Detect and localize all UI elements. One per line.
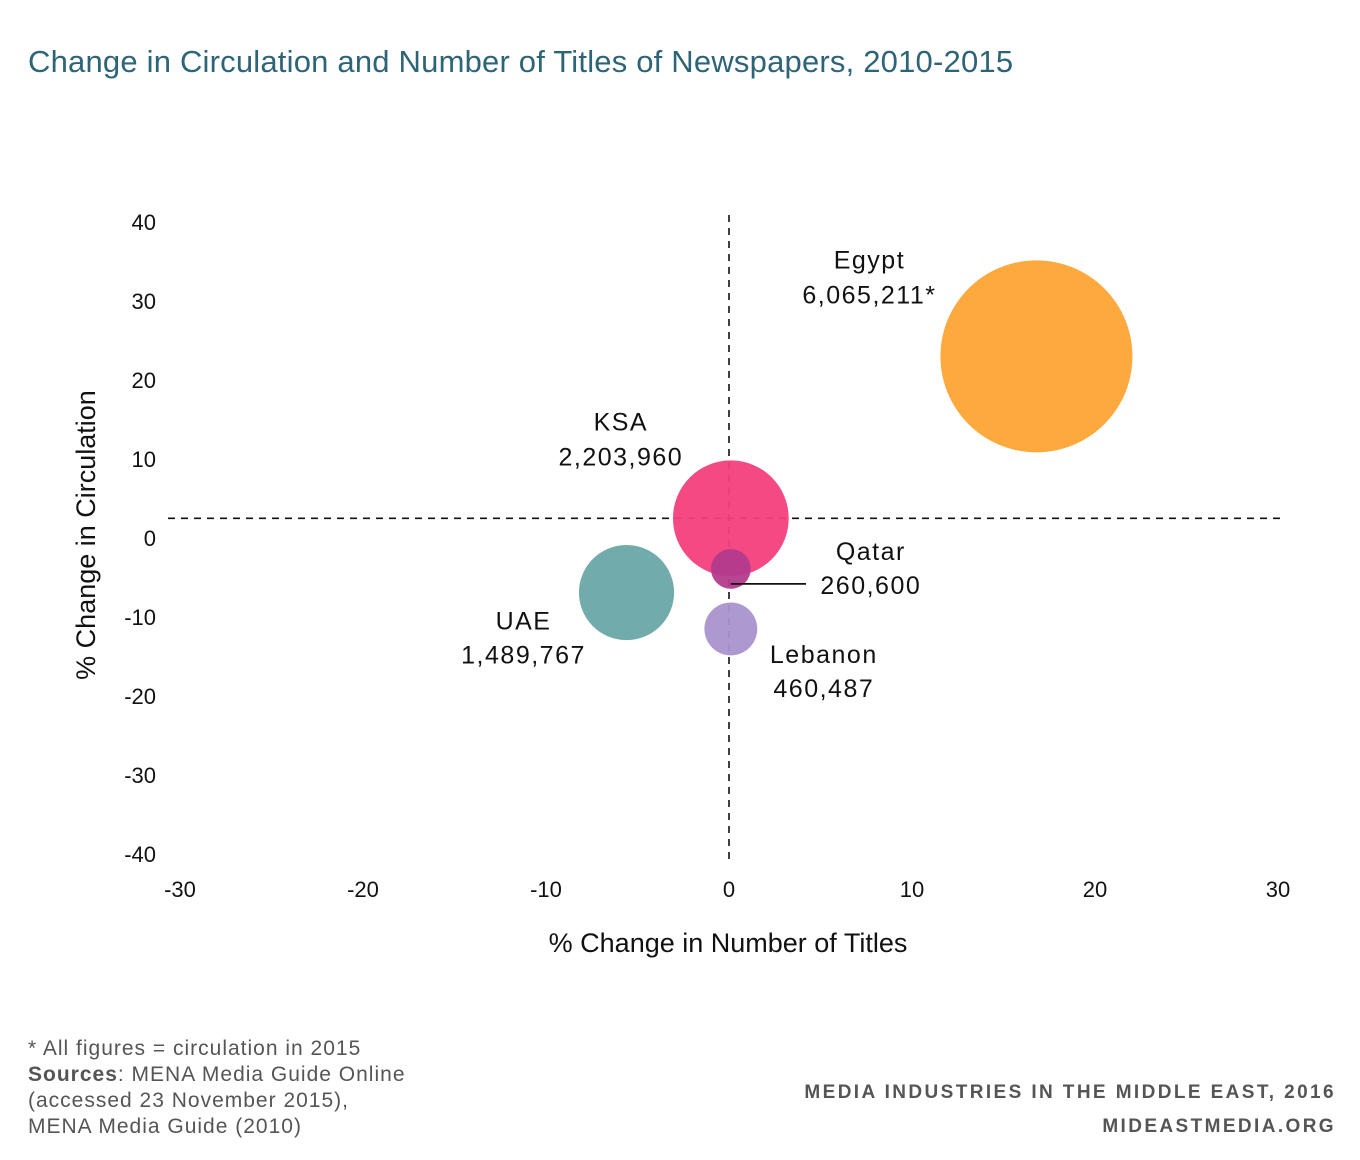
footnote-sources: Sources: MENA Media Guide Online xyxy=(28,1062,406,1088)
bubble-qatar xyxy=(710,548,751,589)
sources-line-2: (accessed 23 November 2015), xyxy=(28,1089,349,1112)
bubble-value-qatar: 260,600 xyxy=(820,572,921,600)
bubble-label-uae: UAE xyxy=(496,608,552,636)
bubble-lebanon xyxy=(704,602,758,656)
bubble-value-egypt: 6,065,211* xyxy=(802,281,936,309)
bubble-value-ksa: 2,203,960 xyxy=(558,443,683,471)
y-tick-label: 30 xyxy=(132,289,156,314)
bubble-value-uae: 1,489,767 xyxy=(461,642,586,670)
x-axis-title: % Change in Number of Titles xyxy=(549,928,908,958)
bubble-value-lebanon: 460,487 xyxy=(773,675,874,703)
x-axis-ticks: -30 -20 -10 0 10 20 30 xyxy=(164,877,1290,902)
y-tick-label: -10 xyxy=(124,605,156,630)
x-tick-label: 10 xyxy=(900,877,924,902)
credit-website: MIDEASTMEDIA.ORG xyxy=(1102,1116,1336,1137)
footnote: * All figures = circulation in 2015 Sour… xyxy=(28,1036,406,1140)
bubble-label-qatar: Qatar xyxy=(836,538,906,566)
bubble-chart: Egypt 6,065,211* KSA 2,203,960 UAE 1,489,767 Q… xyxy=(71,210,1290,958)
y-axis-title: % Change in Circulation xyxy=(71,390,101,680)
credits: MEDIA INDUSTRIES IN THE MIDDLE EAST, 201… xyxy=(804,1076,1336,1144)
x-tick-label: -10 xyxy=(530,877,562,902)
bubble-label-egypt: Egypt xyxy=(834,246,905,274)
sources-text: : MENA Media Guide Online xyxy=(117,1063,406,1086)
sources-label: Sources xyxy=(28,1063,118,1086)
bubble-ksa xyxy=(672,460,789,577)
x-tick-label: 0 xyxy=(723,877,735,902)
y-tick-label: 20 xyxy=(132,368,156,393)
credit-publication: MEDIA INDUSTRIES IN THE MIDDLE EAST, 201… xyxy=(804,1082,1336,1103)
x-tick-label: 20 xyxy=(1083,877,1107,902)
footnote-note: * All figures = circulation in 2015 xyxy=(28,1037,362,1060)
bubble-labels: Egypt 6,065,211* KSA 2,203,960 UAE 1,489,767 Q… xyxy=(461,246,936,703)
bubble-label-ksa: KSA xyxy=(594,408,649,436)
y-tick-label: -30 xyxy=(124,763,156,788)
y-tick-label: 0 xyxy=(144,526,156,551)
y-tick-label: -40 xyxy=(124,842,156,867)
x-tick-label: -30 xyxy=(164,877,196,902)
y-tick-label: 10 xyxy=(132,447,156,472)
y-tick-label: -20 xyxy=(124,684,156,709)
y-axis-ticks: 40 30 20 10 0 -10 -20 -30 -40 xyxy=(124,210,156,867)
chart-title: Change in Circulation and Number of Titl… xyxy=(28,44,1014,79)
x-tick-label: 30 xyxy=(1266,877,1290,902)
bubble-label-lebanon: Lebanon xyxy=(770,641,878,669)
y-tick-label: 40 xyxy=(132,210,156,235)
bubble-uae xyxy=(578,544,675,641)
sources-line-3: MENA Media Guide (2010) xyxy=(28,1115,302,1138)
x-tick-label: -20 xyxy=(347,877,379,902)
bubbles xyxy=(578,260,1133,656)
bubble-egypt xyxy=(940,260,1133,453)
